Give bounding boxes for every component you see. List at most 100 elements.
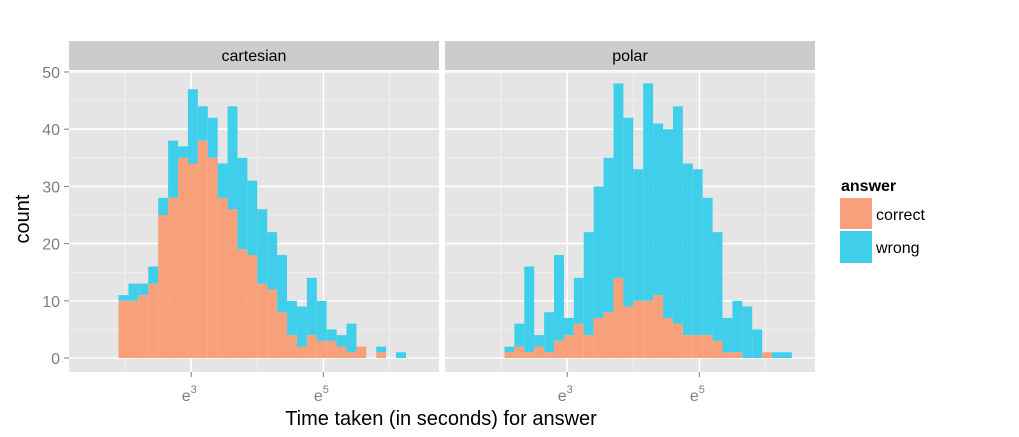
bar-correct — [672, 323, 683, 358]
x-tick-label: e5 — [690, 384, 705, 405]
bar-wrong — [227, 106, 238, 210]
bar-wrong — [702, 197, 713, 336]
bar-wrong — [633, 169, 644, 301]
legend-title: answer — [841, 178, 896, 195]
bar-wrong — [613, 83, 624, 278]
bar-correct — [197, 140, 208, 358]
bar-correct — [732, 352, 743, 358]
facet-strip — [445, 41, 815, 70]
bar-correct — [712, 340, 723, 358]
bar-wrong — [158, 197, 169, 215]
legend-key-wrong — [840, 231, 872, 263]
bar-wrong — [672, 106, 683, 324]
bar-wrong — [376, 346, 387, 353]
x-axis-title: Time taken (in seconds) for answer — [285, 408, 597, 430]
x-tick-label: e3 — [558, 384, 573, 405]
bar-wrong — [722, 317, 733, 353]
panels-layer: cartesian polar — [69, 41, 815, 372]
bar-correct — [237, 249, 248, 358]
panel-polar: polar — [445, 41, 815, 372]
facet-strip-label: cartesian — [222, 48, 287, 65]
bar-correct — [623, 306, 634, 358]
bar-correct — [257, 283, 268, 358]
bar-correct — [296, 346, 307, 358]
bar-correct — [267, 289, 278, 358]
legend: answer correct wrong — [840, 178, 925, 263]
bar-wrong — [603, 157, 614, 313]
bar-wrong — [563, 317, 574, 336]
bar-correct — [346, 352, 357, 358]
bar-wrong — [653, 123, 664, 296]
bar-wrong — [287, 300, 297, 336]
bar-wrong — [682, 163, 693, 336]
bar-wrong — [118, 295, 129, 301]
bar-wrong — [544, 312, 555, 353]
bar-wrong — [772, 352, 782, 358]
bar-correct — [138, 295, 149, 358]
legend-label-correct: correct — [876, 207, 925, 224]
bar-wrong — [168, 140, 179, 198]
bar-wrong — [336, 335, 347, 347]
bar-correct — [692, 335, 703, 358]
facet-strip — [69, 41, 439, 70]
bar-correct — [613, 277, 624, 358]
bar-wrong — [148, 266, 159, 284]
bar-wrong — [554, 255, 564, 341]
bar-wrong — [187, 89, 198, 164]
bar-wrong — [316, 300, 327, 341]
bar-wrong — [207, 117, 218, 158]
bar-correct — [762, 352, 773, 358]
bar-correct — [118, 300, 129, 358]
bar-wrong — [296, 306, 307, 347]
bar-correct — [722, 352, 733, 358]
bar-wrong — [128, 283, 139, 301]
bar-correct — [326, 340, 337, 358]
bar-correct — [524, 352, 535, 358]
bar-wrong — [643, 83, 654, 301]
bar-correct — [207, 157, 218, 358]
bar-wrong — [197, 106, 208, 141]
bar-correct — [376, 352, 387, 358]
bar-wrong — [623, 117, 634, 307]
bar-wrong — [742, 306, 753, 358]
bar-correct — [168, 197, 179, 358]
bar-wrong — [583, 232, 594, 336]
bar-correct — [247, 255, 258, 358]
bar-correct — [554, 340, 564, 358]
bar-correct — [227, 209, 238, 358]
legend-key-correct — [840, 198, 872, 229]
bar-wrong — [247, 180, 258, 256]
bar-correct — [148, 283, 159, 358]
bar-wrong — [138, 283, 149, 296]
bar-correct — [287, 335, 297, 358]
bar-correct — [158, 215, 169, 358]
y-tick-label: 40 — [42, 122, 60, 139]
panel-cartesian: cartesian — [69, 41, 439, 372]
bar-correct — [534, 346, 545, 358]
bar-correct — [702, 335, 713, 358]
bar-wrong — [732, 300, 743, 353]
legend-label-wrong: wrong — [875, 240, 920, 257]
bar-correct — [583, 335, 594, 358]
bar-wrong — [534, 335, 545, 347]
x-tick-label: e3 — [182, 384, 197, 405]
bar-wrong — [524, 266, 535, 353]
bar-wrong — [396, 352, 406, 358]
bar-wrong — [514, 323, 525, 347]
bar-wrong — [573, 277, 584, 324]
bar-correct — [277, 312, 288, 358]
bar-correct — [633, 300, 644, 358]
bar-correct — [316, 340, 327, 358]
bar-correct — [306, 335, 317, 358]
y-tick-label: 0 — [51, 351, 60, 368]
y-tick-label: 30 — [42, 179, 60, 196]
bar-wrong — [692, 169, 703, 336]
bar-correct — [643, 300, 654, 358]
bar-wrong — [178, 146, 188, 158]
y-tick-label: 50 — [42, 65, 60, 82]
bar-correct — [178, 157, 188, 358]
bar-correct — [356, 346, 367, 358]
facet-strip-label: polar — [612, 48, 648, 65]
bar-correct — [603, 312, 614, 358]
